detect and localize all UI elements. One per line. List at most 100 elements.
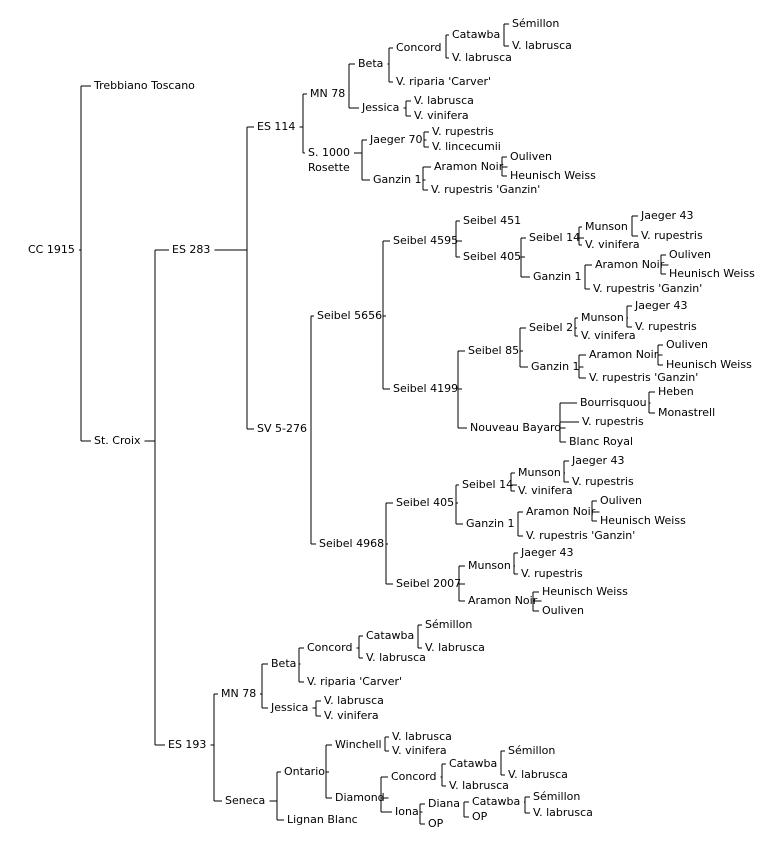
node-label-n47: Munson xyxy=(581,311,624,324)
node-label-n94: V. labrusca xyxy=(392,730,452,743)
node-label-n26: Heunisch Weiss xyxy=(510,169,596,182)
node-label-n24: V. rupestris 'Ganzin' xyxy=(431,183,540,196)
node-label-n67: V. rupestris xyxy=(572,475,634,488)
node-label-n31: Seibel 451 xyxy=(463,214,521,227)
node-label-n97: Iona xyxy=(395,805,419,818)
node-label-n66: Jaeger 43 xyxy=(571,454,625,467)
node-label-n89: V. vinifera xyxy=(324,709,379,722)
node-label-n50: V. rupestris xyxy=(635,320,697,333)
node-label-n62: Seibel 14 xyxy=(462,478,513,491)
node-label-n76: Heunisch Weiss xyxy=(542,585,628,598)
node-label-n63: Ganzin 1 xyxy=(466,517,515,530)
node-label-n20: Ganzin 1 xyxy=(373,173,422,186)
node-label-n79: Seneca xyxy=(225,794,265,807)
node-label-n15: Sémillon xyxy=(512,17,559,30)
node-label-n96: Concord xyxy=(391,770,436,783)
node-label-n30: Seibel 4199 xyxy=(393,382,458,395)
node-label-n29: Seibel 4595 xyxy=(393,234,458,247)
node-label-n72: Munson xyxy=(468,559,511,572)
node-label-n69: V. rupestris 'Ganzin' xyxy=(526,529,635,542)
node-label-n87: V. labrusca xyxy=(425,641,485,654)
node-label-n101: V. labrusca xyxy=(508,768,568,781)
node-label-n19: Jaeger 70 xyxy=(369,133,423,146)
node-label-n46: Ganzin 1 xyxy=(531,360,580,373)
node-label-n98: Catawba xyxy=(449,757,497,770)
node-label-n106: Sémillon xyxy=(533,790,580,803)
node-label-n80: Beta xyxy=(271,657,296,670)
node-label-n84: Catawba xyxy=(366,629,414,642)
node-label-n0: CC 1915 xyxy=(28,243,75,256)
node-label-n75: V. rupestris xyxy=(521,567,583,580)
node-label-n37: Jaeger 43 xyxy=(640,209,694,222)
node-label-n39: Aramon Noir xyxy=(595,258,665,271)
node-label-n52: V. rupestris 'Ganzin' xyxy=(589,371,698,384)
node-label-n102: Diana xyxy=(428,797,460,810)
node-label-n71: Heunisch Weiss xyxy=(600,514,686,527)
node-label-n21: V. rupestris xyxy=(432,125,494,138)
node-label-n35: Munson xyxy=(585,220,628,233)
node-label-n36: V. vinifera xyxy=(585,238,640,251)
node-label-n64: Munson xyxy=(518,466,561,479)
node-label-n86: Sémillon xyxy=(425,618,472,631)
node-label-n13: Catawba xyxy=(452,28,500,41)
node-label-n27: Seibel 5656 xyxy=(317,309,382,322)
node-label-n58: Monastrell xyxy=(658,406,715,419)
node-label-n23: Aramon Noir xyxy=(434,160,504,173)
node-label-n14: V. labrusca xyxy=(452,51,512,64)
node-label-n81: Jessica xyxy=(270,701,308,714)
node-label-n2: St. Croix xyxy=(94,434,141,447)
node-label-n95: V. vinifera xyxy=(392,744,447,757)
node-label-n10: Jessica xyxy=(361,101,399,114)
node-label-n83: V. riparia 'Carver' xyxy=(307,675,402,688)
node-label-n22: V. lincecumii xyxy=(432,140,501,153)
node-label-n92: Winchell xyxy=(335,738,382,751)
tree-labels: CC 1915 Trebbiano Toscano St. Croix ES 283 E… xyxy=(28,17,755,830)
node-label-n1: Trebbiano Toscano xyxy=(93,79,195,92)
node-label-n43: Seibel 85 xyxy=(468,344,519,357)
node-label-n7: MN 78 xyxy=(310,87,345,100)
node-label-n107: V. labrusca xyxy=(533,806,593,819)
node-label-n56: V. rupestris xyxy=(582,415,644,428)
node-label-n38: V. rupestris xyxy=(641,229,703,242)
node-label-n85: V. labrusca xyxy=(366,651,426,664)
node-label-n78: MN 78 xyxy=(221,687,256,700)
node-label-n42: Heunisch Weiss xyxy=(669,267,755,280)
node-label-n33: Seibel 14 xyxy=(529,231,580,244)
node-label-n82: Concord xyxy=(307,641,352,654)
node-label-n70: Ouliven xyxy=(600,494,642,507)
node-label-n25: Ouliven xyxy=(510,150,552,163)
node-label-n17: V. labrusca xyxy=(414,94,474,107)
node-label-n28: Seibel 4968 xyxy=(319,537,384,550)
node-label-n90: Ontario xyxy=(284,765,325,778)
node-label-n65: V. vinifera xyxy=(518,484,573,497)
node-label-n5: ES 114 xyxy=(257,120,295,133)
node-label-n41: Ouliven xyxy=(669,248,711,261)
node-label-n88: V. labrusca xyxy=(324,694,384,707)
node-label-n74: Jaeger 43 xyxy=(520,546,574,559)
node-label-n100: Sémillon xyxy=(508,744,555,757)
node-label-n11: Concord xyxy=(396,41,441,54)
node-label-n49: Jaeger 43 xyxy=(634,299,688,312)
node-label-n8: S. 1000 xyxy=(308,146,350,159)
node-label-n55: Bourrisquou xyxy=(580,396,647,409)
node-label-n45: Seibel 2 xyxy=(529,321,573,334)
node-label-n6: SV 5-276 xyxy=(257,422,307,435)
node-label-n104: Catawba xyxy=(472,795,520,808)
node-label-n73: Aramon Noir xyxy=(468,594,538,607)
node-label-n44: Nouveau Bayard xyxy=(470,421,561,434)
node-label-n4: ES 193 xyxy=(168,738,206,751)
node-label-n60: Seibel 405 xyxy=(396,496,454,509)
node-label-n91: Lignan Blanc xyxy=(287,813,358,826)
node-label-n16: V. labrusca xyxy=(512,39,572,52)
node-label-n59: Blanc Royal xyxy=(569,435,633,448)
node-label-n18: V. vinifera xyxy=(414,109,469,122)
node-label-n103: OP xyxy=(428,817,444,830)
node-label-n3: ES 283 xyxy=(172,243,210,256)
node-label-n32: Seibel 405 xyxy=(463,250,521,263)
node-label-n57: Heben xyxy=(658,385,694,398)
node-label-n8b: Rosette xyxy=(308,161,350,174)
node-label-n12: V. riparia 'Carver' xyxy=(396,75,491,88)
tree-connectors xyxy=(78,23,669,825)
node-label-n53: Ouliven xyxy=(666,338,708,351)
